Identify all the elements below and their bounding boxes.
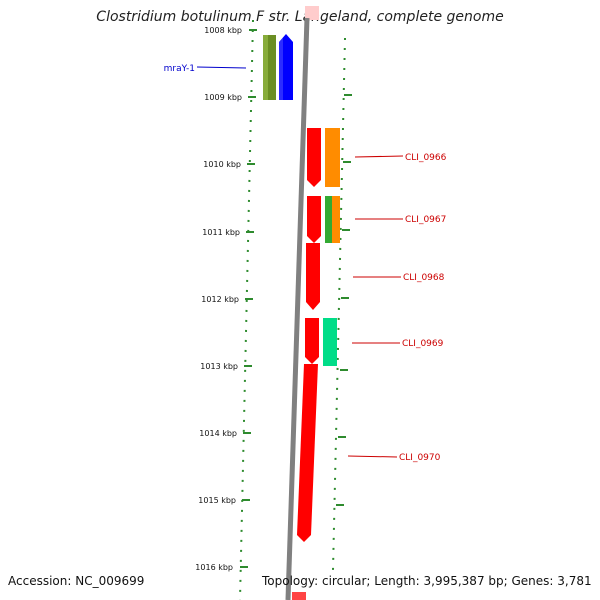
right-axis-dots	[332, 37, 346, 571]
topology-label: Topology: circular; Length: 3,995,387 bp…	[262, 574, 592, 588]
leader-CLI_0966	[354, 155, 404, 158]
leader-mraY-1	[196, 66, 247, 69]
backbone-cap-top	[305, 6, 319, 20]
right-ticks	[336, 94, 352, 506]
gene-block-orange-2[interactable]	[332, 196, 340, 243]
accession-label: Accession: NC_009699	[8, 574, 145, 588]
gene-label-mraY-1[interactable]: mraY-1	[164, 64, 195, 74]
gene-label-CLI_0970[interactable]: CLI_0970	[399, 453, 441, 463]
leader-CLI_0970	[347, 455, 398, 458]
left-axis-dots	[239, 19, 254, 600]
gene-arrow-CLI_0967[interactable]	[307, 196, 321, 243]
gene-arrow-CLI_0968[interactable]	[306, 243, 320, 310]
tick-label-1010: 1010 kbp	[203, 160, 241, 169]
tick-label-1012: 1012 kbp	[201, 295, 239, 304]
tick-label-1008: 1008 kbp	[204, 26, 242, 35]
gene-block-green[interactable]	[325, 196, 332, 243]
gene-arrow-CLI_0970[interactable]	[297, 364, 318, 542]
tick-label-1013: 1013 kbp	[200, 362, 238, 371]
tick-label-1009: 1009 kbp	[204, 93, 242, 102]
genome-backbone	[285, 17, 310, 600]
tick-label-1014: 1014 kbp	[199, 429, 237, 438]
backbone-cap-bottom	[292, 592, 306, 600]
gene-label-CLI_0966[interactable]: CLI_0966	[405, 153, 447, 163]
left-ticks	[240, 29, 257, 568]
gene-label-CLI_0968[interactable]: CLI_0968	[403, 273, 445, 283]
gene-arrow-CLI_0969-red[interactable]	[305, 318, 319, 364]
gene-block-orange-1[interactable]	[325, 128, 340, 187]
map-title: Clostridium botulinum F str. Langeland, …	[96, 9, 504, 25]
gene-arrow-CLI_0966[interactable]	[307, 128, 321, 187]
gene-block-teal[interactable]	[323, 318, 337, 366]
tick-label-1011: 1011 kbp	[202, 228, 240, 237]
gene-label-CLI_0967[interactable]: CLI_0967	[405, 215, 446, 225]
gene-label-CLI_0969[interactable]: CLI_0969	[402, 339, 444, 349]
tick-label-1015: 1015 kbp	[198, 496, 236, 505]
tick-label-1016: 1016 kbp	[195, 563, 233, 572]
